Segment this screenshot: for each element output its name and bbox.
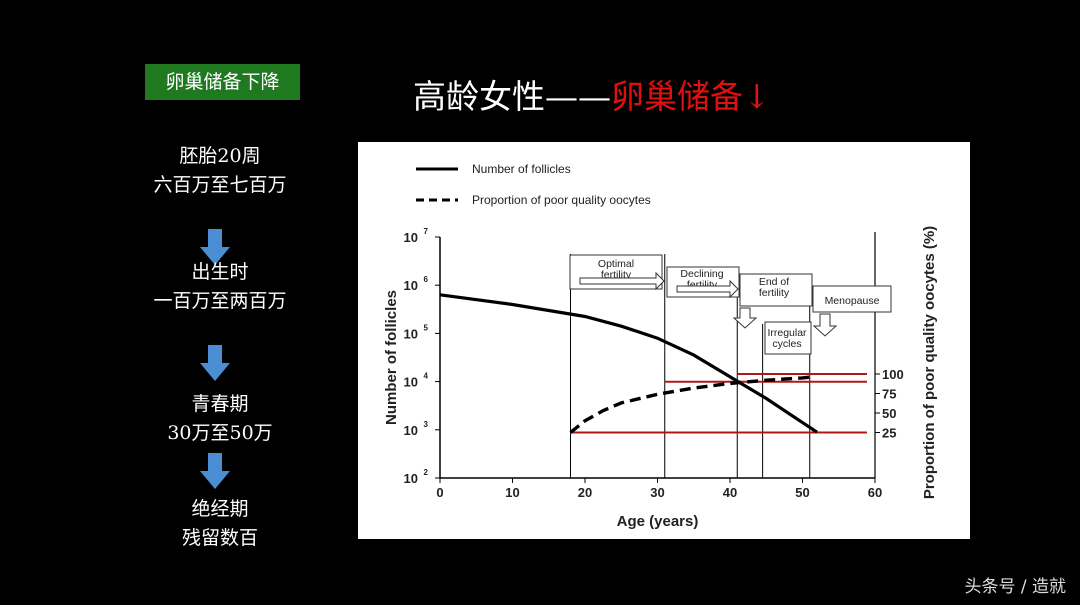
stage-label: End of — [759, 276, 789, 288]
y-tick-exponent: 3 — [424, 420, 429, 429]
y-tick-base: 10 — [404, 423, 418, 438]
step-puberty: 青春期 30万至50万 — [110, 390, 330, 448]
y-tick-exponent: 6 — [424, 275, 429, 284]
stage-arrow-icon — [579, 271, 665, 291]
stage-label: Menopause — [825, 295, 880, 307]
y-tick-exponent: 5 — [424, 323, 429, 332]
y-tick-exponent: 2 — [424, 468, 429, 477]
down-arrow-icon — [200, 229, 230, 265]
x-tick-label: 20 — [578, 485, 592, 500]
x-tick-label: 50 — [795, 485, 809, 500]
stage-label: Irregular — [767, 327, 807, 339]
step-birth: 出生时 一百万至两百万 — [110, 258, 330, 316]
step-puberty-line1: 青春期 — [191, 393, 249, 415]
stage-arrow-icon — [812, 313, 838, 337]
y-tick-base: 10 — [404, 326, 418, 341]
stage-callout-box — [764, 321, 812, 355]
follicle-chart: Number of follicles Proportion of poor qu… — [383, 162, 938, 530]
y2-axis-label: Proportion of poor quality oocytes (%) — [921, 226, 938, 499]
step-menopause: 绝经期 残留数百 — [110, 495, 330, 553]
step-birth-line2: 一百万至两百万 — [153, 290, 287, 312]
watermark: 头条号 / 造就 — [964, 577, 1066, 597]
x-tick-label: 10 — [505, 485, 519, 500]
stage-arrow-icon — [676, 279, 739, 299]
y-tick-base: 10 — [404, 375, 418, 390]
step-menopause-line2: 残留数百 — [181, 527, 258, 549]
stage-label: fertility — [759, 287, 790, 299]
poor-quality-oocytes-line — [569, 375, 810, 434]
legend-label: Number of follicles — [472, 162, 571, 176]
stage-callout-box — [739, 273, 813, 307]
chart-panel: Number of follicles Proportion of poor qu… — [358, 142, 970, 539]
step-puberty-line2: 30万至50万 — [167, 422, 273, 444]
y-tick-base: 10 — [404, 230, 418, 245]
section-tag: 卵巢储备下降 — [145, 64, 300, 100]
stage-label: cycles — [772, 338, 801, 350]
step-menopause-line1: 绝经期 — [191, 498, 249, 520]
y-tick-base: 10 — [404, 471, 418, 486]
down-arrow-icon — [200, 453, 230, 489]
step-birth-line1: 出生时 — [191, 261, 249, 283]
y2-tick-label: 50 — [882, 406, 896, 421]
stage-label: Optimal — [598, 258, 634, 270]
y-tick-base: 10 — [404, 278, 418, 293]
x-tick-label: 40 — [723, 485, 737, 500]
down-arrow-icon — [200, 345, 230, 381]
legend-label: Proportion of poor quality oocytes — [472, 193, 651, 207]
stage-label: Declining — [680, 268, 723, 280]
y2-tick-label: 25 — [882, 426, 896, 441]
y2-tick-label: 75 — [882, 387, 896, 402]
title-part-1: 高龄女性—— — [413, 77, 611, 116]
step-fetal: 胚胎20周 六百万至七百万 — [110, 142, 330, 200]
y-tick-exponent: 4 — [424, 372, 429, 381]
stage-callout-box — [812, 285, 892, 313]
step-fetal-line1: 胚胎20周 — [179, 145, 261, 167]
stage-arrow-icon — [732, 307, 758, 329]
step-fetal-line2: 六百万至七百万 — [153, 174, 287, 196]
follicle-count-line — [439, 293, 818, 434]
x-axis-label: Age (years) — [617, 513, 699, 530]
title-part-2: 卵巢储备↓ — [611, 77, 771, 116]
y-tick-exponent: 7 — [424, 227, 429, 236]
x-tick-label: 30 — [650, 485, 664, 500]
x-tick-label: 60 — [868, 485, 882, 500]
slide-title: 高龄女性——卵巢储备↓ — [413, 70, 771, 118]
y2-tick-label: 100 — [882, 367, 904, 382]
y-axis-label: Number of follicles — [383, 290, 400, 425]
x-tick-label: 0 — [436, 485, 443, 500]
